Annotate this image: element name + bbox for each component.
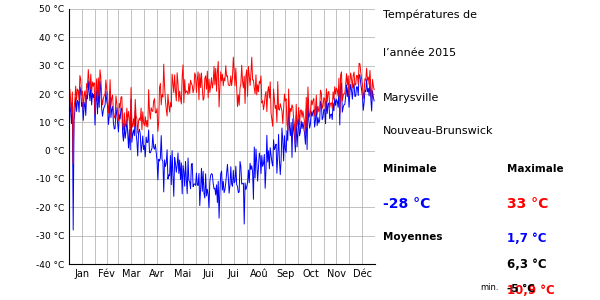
Text: Minimale: Minimale [383,164,437,173]
Text: -5 °C: -5 °C [507,284,535,293]
Text: l’année 2015: l’année 2015 [383,48,456,58]
Text: Températures de: Températures de [383,9,477,20]
Text: 33 °C: 33 °C [507,196,548,211]
Text: Marysville: Marysville [383,93,439,103]
Text: Nouveau-Brunswick: Nouveau-Brunswick [383,126,493,136]
Text: min.: min. [480,284,499,292]
Text: Maximale: Maximale [507,164,563,173]
Text: 6,3 °C: 6,3 °C [507,258,547,271]
Text: -28 °C: -28 °C [383,196,430,211]
Text: 1,7 °C: 1,7 °C [507,232,547,245]
Text: 10,9 °C: 10,9 °C [507,284,555,296]
Text: Moyennes: Moyennes [383,232,442,242]
